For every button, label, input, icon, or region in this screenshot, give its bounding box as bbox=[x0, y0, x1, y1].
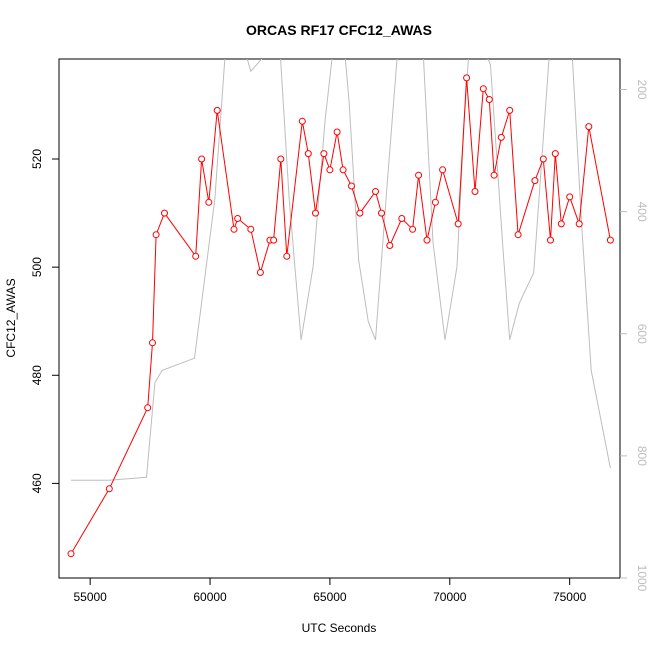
data-point bbox=[454, 220, 462, 228]
y-axis: 460 480 500 520 bbox=[30, 149, 59, 493]
y-axis-label: CFC12_AWAS bbox=[4, 278, 18, 357]
right-y-tick-label: 600 bbox=[635, 324, 649, 344]
data-point bbox=[333, 128, 341, 136]
data-point bbox=[439, 166, 447, 174]
data-point bbox=[485, 96, 493, 103]
data-point bbox=[551, 150, 559, 158]
data-point bbox=[348, 182, 355, 190]
data-point bbox=[585, 123, 593, 131]
data-point bbox=[144, 404, 152, 412]
data-point bbox=[213, 106, 221, 114]
data-point bbox=[304, 150, 312, 158]
data-point bbox=[575, 220, 583, 228]
data-point bbox=[247, 225, 255, 233]
series-line-red bbox=[70, 77, 611, 554]
data-point bbox=[234, 215, 242, 222]
data-point bbox=[230, 225, 238, 233]
data-point bbox=[539, 155, 547, 163]
data-point bbox=[320, 150, 328, 158]
data-point bbox=[463, 74, 471, 82]
data-point bbox=[356, 209, 364, 217]
y-tick-label: 520 bbox=[30, 149, 44, 169]
data-point bbox=[566, 193, 574, 201]
x-axis-label: UTC Seconds bbox=[302, 621, 377, 635]
x-tick-label: 65000 bbox=[313, 590, 347, 604]
data-point bbox=[547, 236, 554, 244]
data-point bbox=[423, 236, 431, 244]
data-point bbox=[270, 236, 278, 244]
series-layer bbox=[67, 59, 614, 558]
data-point bbox=[372, 188, 379, 195]
data-point bbox=[283, 252, 291, 260]
data-point bbox=[557, 220, 565, 228]
y-tick-label: 500 bbox=[30, 257, 44, 277]
data-point bbox=[398, 215, 406, 222]
data-point bbox=[431, 198, 439, 206]
data-point bbox=[161, 209, 168, 217]
right-y-tick-label: 400 bbox=[635, 202, 649, 222]
data-point bbox=[386, 242, 394, 249]
data-point bbox=[198, 155, 206, 163]
y-tick-label: 460 bbox=[30, 473, 44, 493]
y-tick-label: 480 bbox=[30, 365, 44, 385]
data-point bbox=[415, 171, 423, 179]
x-tick-label: 55000 bbox=[73, 590, 107, 604]
data-point bbox=[149, 339, 156, 347]
right-y-axis: 200 400 600 800 1000 bbox=[620, 80, 649, 592]
plot-area bbox=[67, 59, 614, 558]
data-point bbox=[256, 269, 264, 276]
data-point bbox=[531, 177, 539, 185]
data-point bbox=[471, 188, 479, 195]
data-point bbox=[298, 117, 306, 125]
data-point bbox=[205, 198, 213, 206]
data-point bbox=[490, 171, 498, 179]
data-point bbox=[277, 155, 285, 163]
chart-title: ORCAS RF17 CFC12_AWAS bbox=[246, 22, 432, 38]
data-point bbox=[326, 166, 334, 174]
data-point bbox=[339, 166, 347, 174]
data-point bbox=[378, 209, 385, 217]
data-point bbox=[514, 231, 522, 239]
data-point bbox=[67, 550, 75, 558]
data-point bbox=[506, 106, 514, 114]
x-axis: 55000 60000 65000 70000 75000 bbox=[73, 578, 587, 604]
right-y-tick-label: 200 bbox=[635, 80, 649, 100]
data-point bbox=[606, 236, 614, 244]
data-point bbox=[479, 85, 487, 93]
data-point bbox=[152, 231, 160, 239]
data-point bbox=[105, 485, 113, 493]
data-point bbox=[409, 225, 417, 233]
right-y-tick-label: 800 bbox=[635, 446, 649, 466]
plot-frame bbox=[58, 58, 621, 579]
data-point bbox=[312, 209, 319, 217]
x-tick-label: 60000 bbox=[193, 590, 227, 604]
x-tick-label: 75000 bbox=[553, 590, 587, 604]
data-point bbox=[192, 252, 200, 260]
x-tick-label: 70000 bbox=[433, 590, 467, 604]
data-point bbox=[497, 133, 505, 141]
series-line-grey bbox=[71, 59, 611, 481]
right-y-tick-label: 1000 bbox=[635, 565, 649, 592]
